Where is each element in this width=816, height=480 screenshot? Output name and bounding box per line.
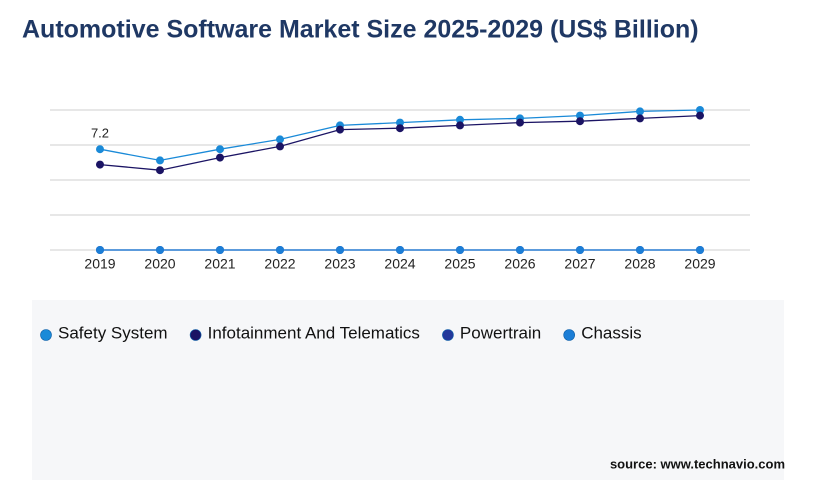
x-tick-label: 2023 bbox=[324, 256, 355, 272]
x-tick-label: 2029 bbox=[684, 256, 715, 272]
data-point bbox=[456, 115, 464, 124]
data-point bbox=[156, 246, 164, 254]
x-tick-label: 2027 bbox=[564, 256, 595, 272]
data-point bbox=[396, 124, 404, 133]
data-point bbox=[216, 145, 224, 154]
legend-swatch bbox=[563, 329, 575, 341]
data-point bbox=[216, 246, 224, 254]
x-tick-label: 2028 bbox=[624, 256, 655, 272]
data-point bbox=[396, 118, 404, 127]
data-point bbox=[96, 246, 104, 254]
data-point bbox=[516, 118, 524, 127]
legend-label: Infotainment And Telematics bbox=[208, 323, 420, 342]
source-note: source: www.technavio.com bbox=[610, 456, 785, 471]
x-tick-label: 2019 bbox=[84, 256, 115, 272]
data-point bbox=[456, 246, 464, 254]
legend-label: Chassis bbox=[581, 323, 641, 342]
data-point bbox=[276, 142, 284, 151]
data-point bbox=[96, 145, 104, 154]
data-point bbox=[636, 107, 644, 116]
data-point bbox=[696, 106, 704, 114]
legend-swatch bbox=[40, 329, 52, 341]
data-point bbox=[576, 111, 584, 120]
footer-panel bbox=[32, 300, 784, 480]
series-line bbox=[99, 109, 701, 162]
x-tick-label: 2020 bbox=[144, 256, 175, 272]
data-point bbox=[576, 117, 584, 126]
legend-swatch bbox=[442, 329, 454, 341]
data-label: 7.2 bbox=[91, 126, 109, 141]
data-point bbox=[696, 246, 704, 254]
data-point bbox=[696, 111, 704, 120]
x-tick-label: 2022 bbox=[264, 256, 295, 272]
x-tick-label: 2021 bbox=[204, 256, 235, 272]
data-point bbox=[156, 166, 164, 175]
data-point bbox=[276, 135, 284, 144]
data-point bbox=[336, 125, 344, 134]
legend-swatch bbox=[189, 329, 202, 341]
data-point bbox=[216, 153, 224, 162]
x-tick-label: 2024 bbox=[384, 256, 415, 272]
data-point bbox=[396, 246, 404, 254]
data-point bbox=[336, 246, 344, 254]
data-point bbox=[576, 246, 584, 254]
data-point bbox=[156, 156, 164, 165]
chart-title: Automotive Software Market Size 2025-202… bbox=[22, 16, 699, 44]
data-point bbox=[636, 246, 644, 254]
data-point bbox=[276, 246, 284, 254]
data-point bbox=[456, 121, 464, 130]
data-point bbox=[96, 160, 104, 169]
x-tick-label: 2025 bbox=[444, 256, 475, 272]
legend-label: Safety System bbox=[58, 323, 168, 342]
legend-label: Powertrain bbox=[460, 323, 541, 342]
x-tick-label: 2026 bbox=[504, 256, 535, 272]
data-point bbox=[636, 114, 644, 123]
data-point bbox=[516, 246, 524, 254]
